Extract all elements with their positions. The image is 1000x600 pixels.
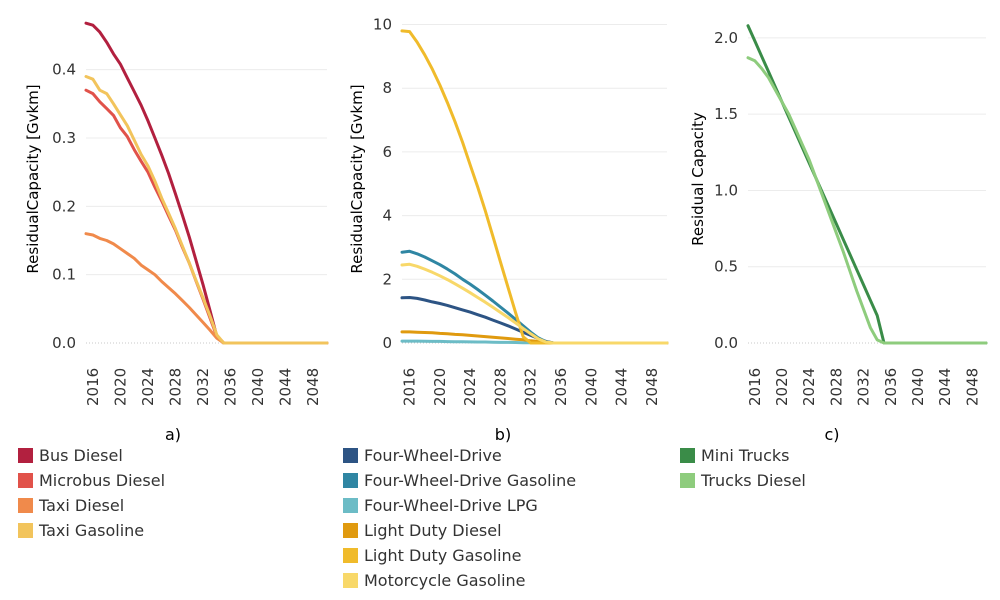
x-tick-label: 2040 [249, 368, 267, 406]
legend-label: Taxi Gasoline [38, 521, 144, 540]
legend-1: Bus Diesel Microbus Diesel Taxi Diesel Taxi… [18, 446, 165, 540]
legend-swatch [680, 448, 695, 463]
legend-label: Trucks Diesel [700, 471, 806, 490]
y-tick-label: 0.4 [52, 61, 76, 79]
series-line-taxi-gasoline [84, 75, 329, 345]
y-tick-label: 10 [373, 16, 392, 34]
legend-2: Four-Wheel-Drive Four-Wheel-Drive Gasolin… [343, 446, 576, 590]
legend-swatch [343, 473, 358, 488]
x-tick-label: 2048 [304, 368, 322, 406]
series-line-bus-diesel [84, 21, 329, 345]
x-tick-label: 2024 [139, 368, 157, 406]
x-tick-label: 2044 [613, 368, 631, 406]
legend-label: Four-Wheel-Drive [364, 446, 502, 465]
y-tick-label: 0.2 [52, 197, 76, 215]
x-tick-label: 2040 [909, 368, 927, 406]
legend-swatch [18, 498, 33, 513]
series-line-mini-trucks [746, 24, 988, 345]
x-tick-label: 2016 [401, 368, 419, 406]
series-line-taxi-diesel [84, 232, 329, 345]
legend-label: Bus Diesel [39, 446, 123, 465]
x-tick-label: 2032 [194, 368, 212, 406]
legend-swatch [343, 448, 358, 463]
y-tick-label: 1.5 [714, 105, 738, 123]
y-tick-label: 1.0 [714, 181, 738, 199]
x-tick-label: 2036 [552, 368, 570, 406]
y-tick-label: 4 [382, 207, 392, 225]
y-axis-label: ResidualCapacity [Gvkm] [24, 84, 42, 273]
series-line-trucks-diesel [746, 56, 988, 345]
x-tick-label: 2020 [773, 368, 791, 406]
legend-label: Taxi Diesel [38, 496, 124, 515]
legend-label: Light Duty Gasoline [364, 546, 522, 565]
x-tick-label: 2032 [522, 368, 540, 406]
x-tick-label: 2048 [643, 368, 661, 406]
x-tick-label: 2020 [431, 368, 449, 406]
legend-label: Mini Trucks [701, 446, 789, 465]
x-tick-label: 2040 [582, 368, 600, 406]
x-tick-label: 2016 [84, 368, 102, 406]
y-axis-label: ResidualCapacity [Gvkm] [348, 84, 366, 273]
panel-label: a) [165, 425, 181, 444]
x-tick-label: 2028 [491, 368, 509, 406]
legend-label: Motorcycle Gasoline [364, 571, 526, 590]
x-tick-label: 2024 [461, 368, 479, 406]
legend-swatch [18, 523, 33, 538]
legend-swatch [343, 498, 358, 513]
legend-label: Four-Wheel-Drive Gasoline [364, 471, 576, 490]
x-tick-label: 2036 [222, 368, 240, 406]
x-tick-label: 2036 [882, 368, 900, 406]
series-line-light-duty-gasoline [400, 29, 669, 345]
legend-swatch [343, 573, 358, 588]
x-tick-label: 2024 [800, 368, 818, 406]
legend-3: Mini Trucks Trucks Diesel [680, 446, 806, 490]
x-tick-label: 2020 [111, 368, 129, 406]
series-line-four-wheel-drive-gasoline [400, 249, 669, 345]
series-line-motorcycle-gasoline [400, 262, 669, 345]
chart-panel-1: 0.0 0.1 0.2 0.3 0.4 2016 2020 2024 2028 2032 2036 2… [24, 21, 329, 444]
x-tick-label: 2016 [746, 368, 764, 406]
x-tick-label: 2044 [936, 368, 954, 406]
x-tick-label: 2028 [167, 368, 185, 406]
panel-label: b) [495, 425, 511, 444]
y-tick-label: 0.0 [52, 334, 76, 352]
chart-panel-2: 0 2 4 6 8 10 2016 2020 2024 2028 2032 2036 2040 2044 2… [348, 16, 669, 444]
x-tick-label: 2048 [963, 368, 981, 406]
chart-panel-3: 0.0 0.5 1.0 1.5 2.0 2016 2020 2024 2028 2032 2036 2… [689, 24, 988, 444]
y-tick-label: 8 [382, 79, 392, 97]
y-tick-label: 0.5 [714, 258, 738, 276]
legend-label: Light Duty Diesel [364, 521, 502, 540]
legend-swatch [18, 448, 33, 463]
y-tick-label: 0.3 [52, 129, 76, 147]
y-tick-label: 2.0 [714, 29, 738, 47]
legend-swatch [343, 548, 358, 563]
y-axis-label: Residual Capacity [689, 112, 707, 246]
y-tick-label: 0 [382, 334, 392, 352]
y-tick-label: 6 [382, 143, 392, 161]
panel-label: c) [824, 425, 839, 444]
y-tick-label: 2 [382, 270, 392, 288]
y-tick-label: 0.1 [52, 266, 76, 284]
legend-label: Four-Wheel-Drive LPG [364, 496, 538, 515]
legend-swatch [18, 473, 33, 488]
legend-swatch [680, 473, 695, 488]
legend-label: Microbus Diesel [39, 471, 165, 490]
y-tick-label: 0.0 [714, 334, 738, 352]
x-tick-label: 2032 [855, 368, 873, 406]
x-tick-label: 2044 [277, 368, 295, 406]
x-tick-label: 2028 [827, 368, 845, 406]
legend-swatch [343, 523, 358, 538]
